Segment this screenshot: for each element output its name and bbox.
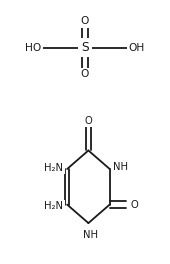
Text: S: S (81, 41, 89, 54)
Text: O: O (81, 69, 89, 79)
Text: H₂N: H₂N (44, 201, 63, 211)
Text: NH: NH (83, 230, 98, 240)
Text: NH: NH (113, 162, 128, 172)
Text: O: O (81, 16, 89, 26)
Text: O: O (130, 200, 138, 210)
Text: O: O (84, 116, 92, 126)
Text: H₂N: H₂N (44, 163, 63, 173)
Text: HO: HO (25, 43, 41, 53)
Text: OH: OH (129, 43, 145, 53)
